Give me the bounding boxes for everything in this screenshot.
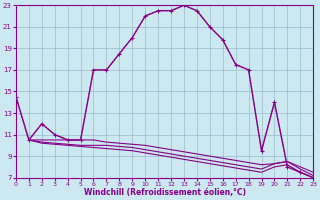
X-axis label: Windchill (Refroidissement éolien,°C): Windchill (Refroidissement éolien,°C) [84,188,245,197]
